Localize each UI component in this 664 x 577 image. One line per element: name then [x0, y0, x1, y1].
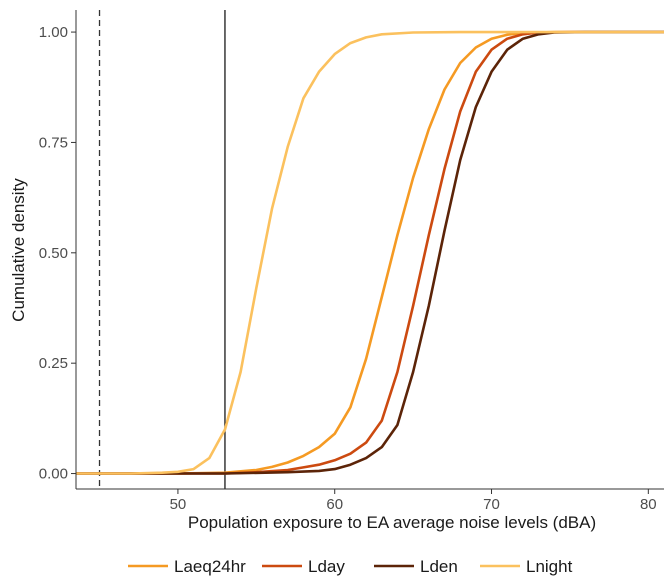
series-line-lden: [76, 30, 664, 475]
y-tick-label: 0.50: [39, 245, 68, 262]
x-axis-title: Population exposure to EA average noise …: [188, 513, 596, 532]
axes: [75, 10, 664, 490]
legend-label-laeq24hr: Laeq24hr: [174, 557, 246, 576]
x-tick-label: 60: [326, 496, 343, 513]
series-line-lnight: [76, 30, 664, 475]
y-ticks: 0.00 0.25 0.50 0.75 1.00: [39, 24, 76, 483]
y-tick-label: 1.00: [39, 24, 68, 41]
series-line-lday: [76, 30, 664, 475]
x-tick-label: 50: [170, 496, 187, 513]
x-ticks: 50 60 70 80: [170, 489, 657, 513]
x-tick-label: 70: [483, 496, 500, 513]
legend-label-lday: Lday: [308, 557, 345, 576]
series-lines: [76, 30, 664, 475]
y-tick-label: 0.75: [39, 134, 68, 151]
series-line-laeq24hr: [76, 30, 664, 475]
legend-label-lnight: Lnight: [526, 557, 573, 576]
y-tick-label: 0.00: [39, 466, 68, 483]
y-tick-label: 0.25: [39, 355, 68, 372]
legend: Laeq24hr Lday Lden Lnight: [128, 557, 573, 576]
reference-lines: [98, 10, 226, 489]
x-tick-label: 80: [640, 496, 657, 513]
y-axis-title: Cumulative density: [9, 178, 28, 322]
legend-label-lden: Lden: [420, 557, 458, 576]
